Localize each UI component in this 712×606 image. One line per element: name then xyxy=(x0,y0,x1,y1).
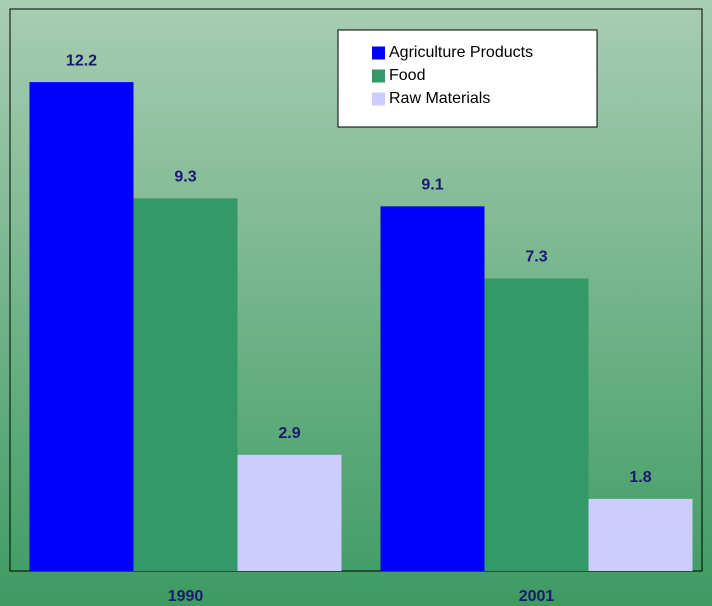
bar xyxy=(237,454,342,571)
legend-label: Agriculture Products xyxy=(389,44,533,61)
legend-label: Food xyxy=(389,67,425,84)
legend: Agriculture Products Food Raw Materials xyxy=(337,29,598,128)
x-tick-label: 2001 xyxy=(519,588,555,605)
legend-swatch xyxy=(372,92,385,106)
bar xyxy=(588,498,693,571)
legend-swatch xyxy=(372,69,385,83)
value-label: 9.1 xyxy=(421,177,443,194)
value-label: 7.3 xyxy=(525,249,547,266)
bar xyxy=(380,206,485,571)
bar xyxy=(29,82,134,571)
legend-label: Raw Materials xyxy=(389,90,490,107)
bar xyxy=(133,198,238,572)
value-label: 2.9 xyxy=(278,425,300,442)
bar xyxy=(484,278,589,571)
value-label: 12.2 xyxy=(66,52,97,69)
plot-frame xyxy=(9,8,703,572)
value-label: 9.3 xyxy=(174,169,196,186)
legend-swatch xyxy=(372,46,385,60)
value-label: 1.8 xyxy=(629,469,651,486)
x-tick-label: 1990 xyxy=(168,588,204,605)
